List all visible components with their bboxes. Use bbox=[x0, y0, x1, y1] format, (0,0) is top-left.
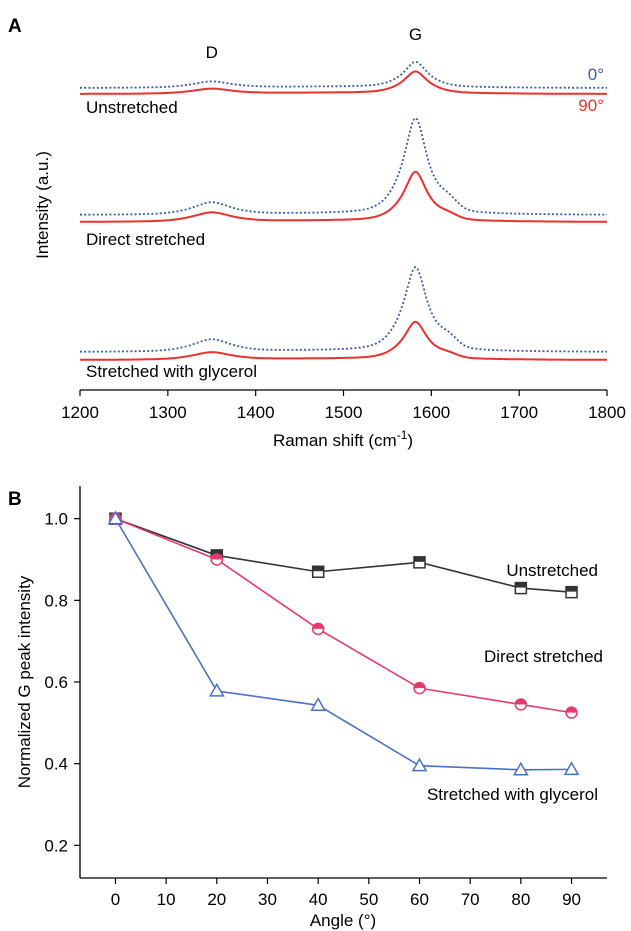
a-x-ticks: 1200 1300 1400 1500 1600 1700 1800 bbox=[61, 390, 626, 422]
panel-a: A 1200 1300 1400 1500 1600 1700 1800 Raman shi… bbox=[8, 16, 626, 450]
marker-triangle bbox=[563, 761, 580, 776]
marker-square-fill bbox=[515, 582, 527, 588]
marker-square-fill bbox=[211, 549, 223, 555]
peak-label-g: G bbox=[409, 25, 422, 44]
trace-90deg bbox=[80, 170, 607, 223]
a-x-tick-label: 1600 bbox=[412, 403, 450, 422]
b-y-tick-label: 0.4 bbox=[44, 755, 68, 774]
b-y-tick-label: 0.6 bbox=[44, 673, 68, 692]
b-x-tick-label: 20 bbox=[207, 890, 226, 909]
sample-label: Unstretched bbox=[86, 98, 178, 117]
b-y-axis-title: Normalized G peak intensity bbox=[15, 575, 34, 788]
b-x-tick-label: 10 bbox=[157, 890, 176, 909]
a-x-tick-label: 1300 bbox=[149, 403, 187, 422]
b-y-tick-label: 1.0 bbox=[44, 510, 68, 529]
a-x-tick-label: 1800 bbox=[588, 403, 626, 422]
b-x-tick-label: 40 bbox=[309, 890, 328, 909]
b-x-tick-label: 70 bbox=[461, 890, 480, 909]
b-y-ticks: 0.2 0.4 0.6 0.8 1.0 bbox=[44, 510, 80, 855]
marker-triangle bbox=[310, 697, 327, 711]
b-x-tick-label: 0 bbox=[111, 890, 120, 909]
marker-circle-fill bbox=[515, 698, 527, 705]
marker-circle-fill bbox=[211, 554, 223, 560]
trace-90deg bbox=[80, 70, 607, 95]
series-line-triangle bbox=[114, 518, 572, 771]
b-series bbox=[107, 510, 580, 776]
trace-90deg bbox=[80, 320, 607, 361]
trace-0deg bbox=[80, 60, 607, 89]
a-x-tick-label: 1500 bbox=[325, 403, 363, 422]
marker-triangle bbox=[107, 510, 124, 525]
b-x-tick-label: 50 bbox=[359, 890, 378, 909]
a-x-tick-label: 1700 bbox=[500, 403, 538, 422]
marker-triangle bbox=[512, 761, 529, 776]
series-line-square bbox=[115, 517, 572, 593]
peak-labels: DG bbox=[206, 25, 423, 62]
sample-label: Direct stretched bbox=[86, 230, 205, 249]
raman-traces bbox=[80, 60, 607, 361]
b-y-tick-label: 0.2 bbox=[44, 836, 68, 855]
b-x-tick-label: 60 bbox=[410, 890, 429, 909]
series-label: Unstretched bbox=[506, 561, 598, 580]
b-y-tick-label: 0.8 bbox=[44, 591, 68, 610]
b-x-axis-title: Angle (°) bbox=[310, 911, 376, 930]
a-y-axis-title: Intensity (a.u.) bbox=[33, 151, 52, 259]
panel-b: B 0 10 20 30 40 50 60 70 80 90 0.2 0.4 0.6 0.8 1.0 Un… bbox=[8, 486, 607, 930]
marker-square-fill bbox=[312, 566, 324, 572]
b-x-tick-label: 30 bbox=[258, 890, 277, 909]
a-x-tick-label: 1400 bbox=[237, 403, 275, 422]
b-x-ticks: 0 10 20 30 40 50 60 70 80 90 bbox=[111, 878, 581, 909]
b-series-labels: Unstretched Direct stretched Stretched wit… bbox=[427, 561, 603, 804]
a-x-tick-label: 1200 bbox=[61, 403, 99, 422]
panel-b-label: B bbox=[8, 489, 22, 510]
series-line-circle bbox=[115, 517, 572, 714]
panel-a-label: A bbox=[8, 16, 22, 37]
marker-circle-fill bbox=[566, 707, 578, 713]
trace-0deg bbox=[80, 116, 607, 216]
marker-triangle bbox=[411, 757, 428, 772]
peak-label-d: D bbox=[206, 43, 218, 62]
angle-legend: 0° 90° bbox=[578, 65, 604, 115]
sample-label: Stretched with glycerol bbox=[86, 362, 257, 381]
marker-square-fill bbox=[566, 586, 578, 592]
b-x-tick-label: 80 bbox=[511, 890, 530, 909]
sample-labels: Unstretched Direct stretched Stretched wit… bbox=[86, 98, 257, 381]
marker-circle-fill bbox=[414, 682, 426, 689]
marker-triangle bbox=[208, 682, 225, 697]
series-label: Stretched with glycerol bbox=[427, 785, 598, 804]
b-x-tick-label: 90 bbox=[562, 890, 581, 909]
angle-label-90deg: 90° bbox=[578, 96, 604, 115]
angle-label-0deg: 0° bbox=[588, 65, 604, 84]
a-x-axis-title: Raman shift (cm-1) bbox=[273, 428, 413, 450]
marker-square-fill bbox=[414, 556, 426, 562]
series-label: Direct stretched bbox=[484, 647, 603, 666]
trace-0deg bbox=[80, 265, 607, 353]
marker-circle-fill bbox=[312, 623, 324, 629]
